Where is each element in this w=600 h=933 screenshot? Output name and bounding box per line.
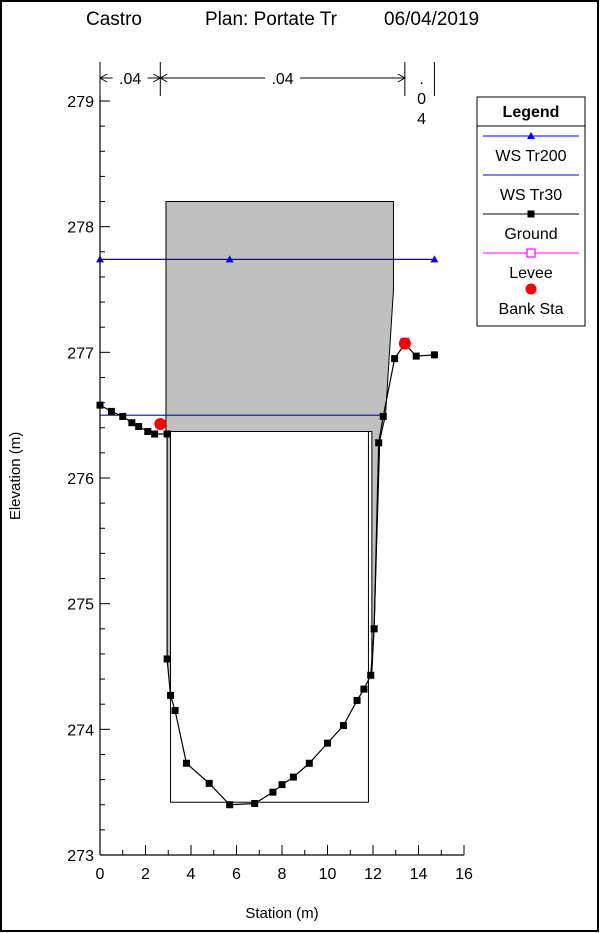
manning-indicators: .04.04.04 [98, 62, 435, 128]
point-ground-1 [107, 407, 115, 415]
x-tick-label-6: 12 [364, 866, 382, 883]
x-axis-title: Station (m) [245, 905, 318, 922]
y-tick-label-3: 276 [67, 471, 94, 488]
header-date: 06/04/2019 [384, 9, 479, 30]
manning-left-label: .04 [119, 71, 141, 88]
x-tick-label-0: 0 [96, 866, 105, 883]
header-plan: Plan: Portate Tr [205, 9, 338, 30]
point-ground-24 [370, 625, 378, 633]
legend-marker-levee [526, 248, 536, 258]
manning-right-right_top: . [419, 71, 423, 88]
header-project: Castro [86, 9, 142, 30]
point-ground-7 [163, 430, 171, 438]
manning-channel-arrow-right [397, 73, 406, 83]
point-ground-3 [128, 419, 136, 427]
point-ground-14 [251, 799, 259, 807]
legend-title: Legend [503, 104, 560, 121]
plot-area: 273 274 275 276 277 278 279 0 2 4 6 8 10 12 14 16 [67, 94, 473, 883]
point-ground-16 [278, 781, 286, 789]
point-ground-5 [144, 428, 152, 436]
point-bank-sta-0 [154, 417, 167, 430]
x-tick-label-5: 10 [319, 866, 337, 883]
point-ground-22 [360, 685, 368, 693]
legend: Legend WS Tr200 WS Tr30 Ground Levee Bank St… [476, 96, 586, 327]
point-ground-17 [289, 773, 297, 781]
legend-label-ws-tr30: WS Tr30 [500, 187, 562, 204]
series-layer [96, 255, 439, 809]
point-ground-2 [119, 412, 127, 420]
point-ground-10 [171, 706, 179, 714]
legend-items: WS Tr200 WS Tr30 Ground Levee Bank Sta [483, 132, 579, 318]
point-ground-30 [430, 351, 438, 359]
x-tick-label-7: 14 [410, 866, 428, 883]
y-tick-label-2: 275 [67, 597, 94, 614]
manning-channel-label-bg [265, 68, 301, 88]
point-ground-4 [135, 422, 143, 430]
point-ground-6 [151, 430, 159, 438]
manning-left-label-bg [112, 68, 148, 88]
point-ground-8 [163, 655, 171, 663]
point-ground-27 [391, 355, 399, 363]
y-tick-label-0: 273 [67, 848, 94, 865]
y-axis-title: Elevation (m) [7, 432, 24, 520]
point-ground-20 [339, 722, 347, 730]
legend-label-bank-sta: Bank Sta [499, 301, 564, 318]
manning-right-right_mid: 0 [417, 91, 426, 108]
point-ground-15 [269, 788, 277, 796]
point-bank-sta-1 [398, 337, 411, 350]
legend-label-ws-tr200: WS Tr200 [495, 148, 566, 165]
manning-left-arrow-left [98, 73, 108, 83]
series-ws-tr200 [96, 255, 439, 263]
point-ground-18 [305, 759, 313, 767]
x-tick-label-8: 16 [455, 866, 473, 883]
point-ground-23 [367, 671, 375, 679]
series-bank-sta [154, 337, 411, 430]
y-tick-label-5: 278 [67, 220, 94, 237]
manning-right-right_bot: 4 [417, 111, 426, 128]
culvert-opening [170, 431, 369, 803]
legend-marker-ws-tr200 [527, 132, 535, 139]
legend-marker-bank-sta [525, 283, 537, 295]
point-ground-9 [167, 691, 175, 699]
point-ground-25 [375, 439, 383, 447]
point-ground-19 [324, 739, 331, 747]
point-ws-tr200-2 [430, 255, 439, 263]
legend-label-levee: Levee [509, 265, 553, 282]
point-ws-tr200-1 [225, 255, 234, 263]
point-ground-29 [412, 352, 420, 360]
point-ground-26 [379, 412, 387, 420]
y-tick-label-1: 274 [67, 722, 94, 739]
point-ground-13 [226, 801, 234, 809]
point-ground-21 [353, 696, 361, 704]
y-tick-label-6: 279 [67, 94, 94, 111]
legend-label-ground: Ground [504, 226, 557, 243]
x-tick-label-3: 6 [232, 866, 241, 883]
axes-layer: 273 274 275 276 277 278 279 0 2 4 6 8 10 12 14 16 [67, 94, 473, 883]
manning-channel-arrow-left [159, 73, 168, 83]
culvert-box-layer [170, 431, 369, 803]
x-tick-label-4: 8 [278, 866, 287, 883]
x-tick-label-2: 4 [187, 866, 196, 883]
manning-channel-label: .04 [271, 71, 293, 88]
point-ground-12 [205, 779, 213, 787]
x-tick-label-1: 2 [141, 866, 150, 883]
y-tick-label-4: 277 [67, 345, 94, 362]
point-ground-11 [182, 759, 190, 767]
legend-marker-ground [527, 210, 535, 218]
